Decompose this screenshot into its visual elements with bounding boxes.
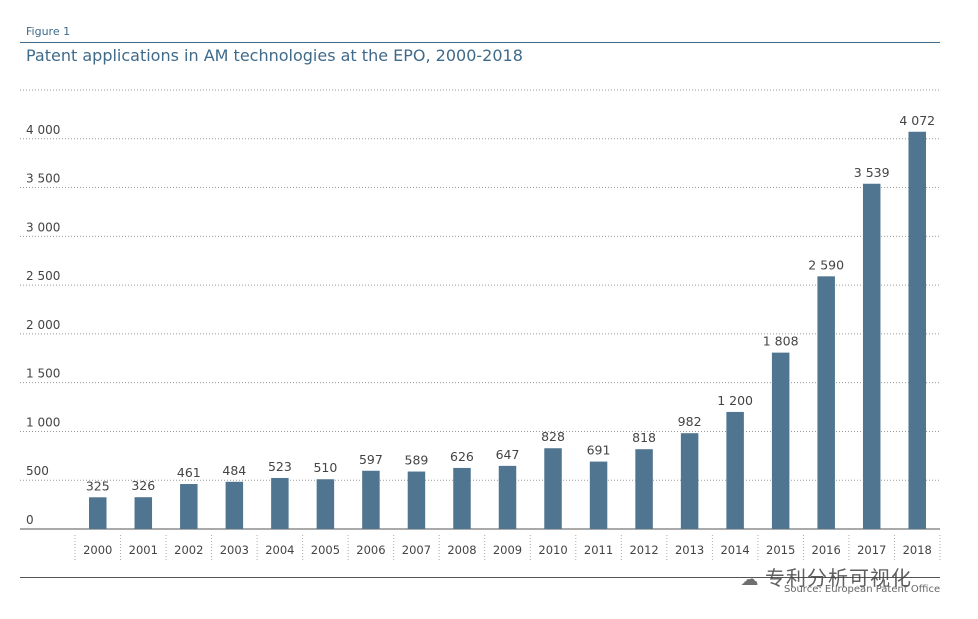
bar-value-label: 626 — [450, 449, 474, 464]
chart-title: Patent applications in AM technologies a… — [26, 46, 523, 65]
bar — [908, 131, 926, 529]
y-tick-label: 2 000 — [26, 318, 60, 332]
bar — [589, 461, 608, 529]
x-tick-label: 2000 — [83, 543, 112, 557]
x-tick-label: 2010 — [538, 543, 567, 557]
x-tick-label: 2006 — [356, 543, 385, 557]
bar-value-label: 1 200 — [717, 393, 753, 408]
bar-value-label: 691 — [587, 443, 611, 458]
x-tick-label: 2008 — [447, 543, 476, 557]
source-note: Source: European Patent Office — [784, 584, 941, 595]
x-tick-label: 2014 — [720, 543, 749, 557]
figure-label: Figure 1 — [26, 25, 71, 38]
watermark-text: 专利分析可视化 — [765, 566, 912, 590]
bar — [134, 497, 153, 529]
bar-value-label: 589 — [405, 453, 429, 468]
bar-value-label: 326 — [131, 478, 155, 493]
bar-value-label: 510 — [313, 460, 337, 475]
bottom-rule — [20, 577, 940, 578]
x-tick-label: 2017 — [857, 543, 886, 557]
y-tick-label: 2 500 — [26, 269, 60, 283]
bar — [89, 497, 107, 529]
y-tick-label: 1 500 — [26, 367, 60, 381]
x-tick-label: 2004 — [265, 543, 294, 557]
bar-value-label: 3 539 — [854, 165, 890, 180]
bar-value-label: 523 — [268, 459, 292, 474]
bar — [680, 433, 699, 529]
x-tick-label: 2013 — [675, 543, 704, 557]
bar — [271, 477, 289, 529]
y-tick-label: 1 000 — [26, 415, 60, 429]
y-axis-ticks: 0 500 1 000 1 500 2 000 2 500 3 000 3 500 4 000 — [26, 123, 60, 527]
bar-value-label: 325 — [86, 478, 110, 493]
bar — [316, 479, 335, 529]
x-tick-label: 2009 — [493, 543, 522, 557]
bar — [180, 484, 198, 529]
x-tick-label: 2016 — [812, 543, 841, 557]
x-tick-label: 2015 — [766, 543, 795, 557]
y-tick-label: 3 000 — [26, 220, 60, 234]
bar-value-label: 2 590 — [808, 257, 844, 272]
y-tick-label: 4 000 — [26, 123, 60, 137]
bar — [225, 481, 244, 529]
bars: 325 326 461 484 523 510 597 589 626 647 828 691 818 9… — [86, 113, 935, 529]
x-tick-label: 2001 — [129, 543, 158, 557]
bar — [362, 470, 380, 529]
bar — [453, 467, 471, 529]
x-tick-label: 2005 — [311, 543, 340, 557]
bar — [726, 411, 744, 529]
x-tick-label: 2002 — [174, 543, 203, 557]
top-rule — [20, 42, 940, 43]
bar-value-label: 484 — [222, 463, 246, 478]
bar — [862, 183, 881, 529]
x-tick-label: 2007 — [402, 543, 431, 557]
bar-value-label: 597 — [359, 452, 383, 467]
bar-value-label: 1 808 — [763, 334, 799, 349]
x-tick-label: 2011 — [584, 543, 613, 557]
bar-value-label: 647 — [496, 447, 520, 462]
x-axis-ticks: 2000 2001 2002 2003 2004 2005 2006 2007 2008 2009… — [74, 535, 941, 561]
y-tick-label: 500 — [26, 464, 49, 478]
y-tick-label: 0 — [26, 513, 34, 527]
wechat-icon: ☁ — [740, 569, 760, 590]
bar — [544, 448, 562, 529]
x-tick-label: 2018 — [903, 543, 932, 557]
x-tick-label: 2012 — [629, 543, 658, 557]
bar-value-label: 4 072 — [899, 113, 935, 128]
bar-value-label: 982 — [678, 414, 702, 429]
y-tick-label: 3 500 — [26, 172, 60, 186]
bar — [407, 471, 426, 529]
bar-value-label: 828 — [541, 429, 565, 444]
x-tick-label: 2003 — [220, 543, 249, 557]
bar-value-label: 818 — [632, 430, 656, 445]
watermark: ☁ 专利分析可视化 — [735, 562, 912, 591]
bar — [498, 465, 517, 529]
bar — [771, 352, 790, 529]
bar-value-label: 461 — [177, 465, 201, 480]
bar — [635, 449, 653, 529]
gridlines — [20, 89, 940, 530]
bar — [817, 276, 835, 529]
